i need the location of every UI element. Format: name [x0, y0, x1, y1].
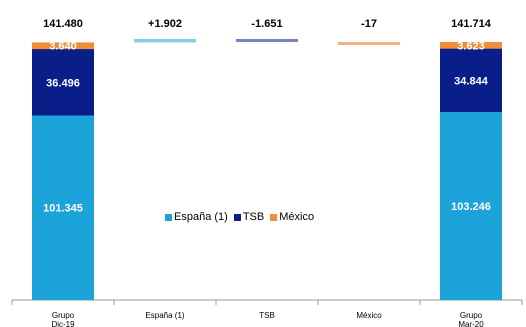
- bar-segment: [32, 115, 94, 301]
- legend-label: TSB: [242, 211, 265, 223]
- legend-item: España (1): [165, 211, 228, 223]
- x-tick-label: Grupo: [52, 311, 75, 320]
- change-label: -1.651: [251, 18, 282, 30]
- bar-segment: [440, 42, 502, 49]
- data-label: 103.246: [451, 201, 491, 213]
- data-label: 3.640: [49, 41, 77, 53]
- total-label: 141.480: [43, 18, 83, 30]
- legend-item: TSB: [233, 211, 265, 223]
- legend-label: España (1): [174, 211, 228, 223]
- data-label: 101.345: [43, 203, 83, 215]
- legend-swatch: [165, 213, 172, 221]
- change-label: -17: [361, 18, 377, 30]
- bar-segment: [440, 112, 502, 300]
- x-tick-label: Mar-20: [458, 320, 484, 327]
- x-tick-label: Dic-19: [51, 320, 75, 327]
- data-label: 36.496: [46, 77, 80, 89]
- change-label: +1.902: [148, 18, 182, 30]
- x-tick-label: Grupo: [460, 311, 483, 320]
- chart-legend: España (1) TSB México: [165, 211, 320, 223]
- x-tick-label: México: [356, 311, 382, 320]
- legend-item: México: [270, 211, 314, 223]
- x-tick-label: España (1): [145, 311, 184, 320]
- x-tick-label: TSB: [259, 311, 275, 320]
- change-bar: [236, 38, 298, 42]
- legend-label: México: [279, 211, 315, 223]
- change-bar: [134, 38, 196, 43]
- data-label: 34.844: [454, 75, 489, 87]
- bar-segment: [440, 48, 502, 113]
- bar-segment: [32, 49, 94, 116]
- legend-swatch: [233, 213, 241, 221]
- bar-segment: [32, 42, 94, 50]
- total-label: 141.714: [451, 18, 492, 30]
- legend-swatch: [270, 213, 278, 221]
- change-bar: [338, 41, 400, 45]
- data-label: 3.623: [457, 40, 485, 52]
